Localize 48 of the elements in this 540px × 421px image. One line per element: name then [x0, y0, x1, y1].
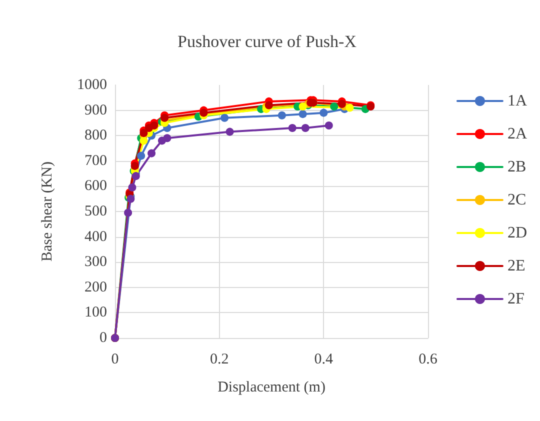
- legend-label: 2E: [507, 258, 526, 274]
- point: [140, 129, 148, 138]
- y-tick-label: 800: [84, 128, 107, 144]
- point: [220, 114, 229, 122]
- point: [288, 124, 296, 132]
- legend-label: 2F: [507, 290, 524, 308]
- x-tick-label: 0.6: [418, 352, 438, 368]
- x-tick-label: 0.4: [314, 352, 334, 368]
- y-tick-label: 0: [100, 330, 107, 346]
- y-tick-label: 300: [84, 254, 107, 270]
- chart-title: Pushover curve of Push-X: [178, 32, 356, 51]
- y-tick-label: 500: [84, 204, 107, 220]
- point: [160, 114, 169, 122]
- point: [338, 100, 346, 108]
- point: [148, 149, 156, 158]
- point: [278, 111, 286, 120]
- legend-label: 2D: [507, 224, 528, 242]
- point: [298, 110, 307, 118]
- y-tick-label: 900: [84, 102, 107, 118]
- x-tick-label: 0: [111, 352, 119, 368]
- point: [264, 101, 273, 110]
- point: [130, 162, 139, 170]
- point: [163, 134, 172, 142]
- x-axis-title: Displacement (m): [218, 380, 326, 396]
- point: [140, 136, 148, 145]
- y-tick-label: 200: [84, 279, 107, 296]
- point: [320, 108, 328, 117]
- legend-label: 2A: [507, 126, 528, 142]
- y-axis-title: Base shear (KN): [40, 162, 56, 262]
- point: [298, 102, 307, 111]
- legend-label: 1A: [507, 92, 528, 110]
- y-tick-label: 400: [84, 228, 107, 245]
- point: [346, 104, 354, 112]
- legend-label: 2B: [507, 158, 526, 176]
- point: [137, 152, 146, 160]
- point: [128, 183, 136, 192]
- point: [330, 102, 338, 111]
- point: [132, 172, 140, 180]
- y-tick-label: 600: [84, 178, 107, 194]
- point: [124, 208, 132, 217]
- y-tick-label: 100: [84, 304, 107, 321]
- legend-label: 2C: [507, 192, 526, 208]
- point: [301, 124, 310, 132]
- x-tick-label: 0.2: [210, 352, 229, 368]
- point: [324, 121, 333, 130]
- y-tick-label: 1000: [77, 77, 107, 93]
- point: [226, 128, 234, 136]
- y-tick-label: 700: [84, 152, 107, 169]
